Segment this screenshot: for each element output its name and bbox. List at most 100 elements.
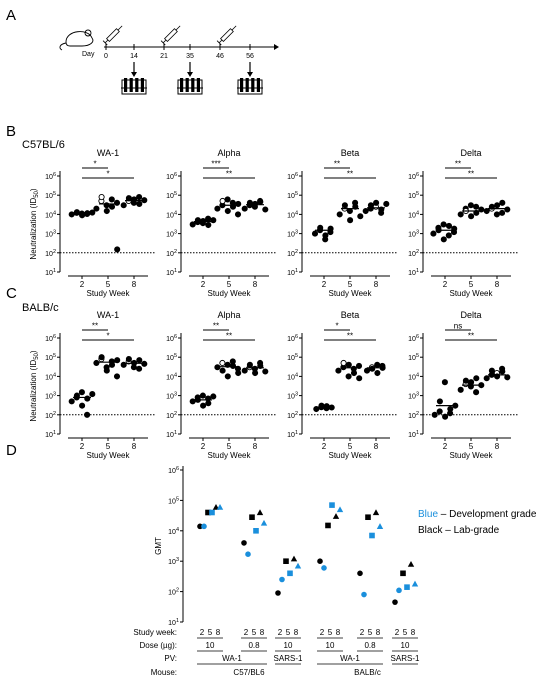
y-tick-exp: 5 (416, 191, 419, 197)
syringe-needle (231, 25, 237, 31)
data-point (499, 199, 506, 206)
gmt-square (369, 532, 375, 539)
data-point (108, 203, 116, 210)
y-tick-exp: 3 (53, 230, 56, 236)
x-axis-label: Study Week (450, 289, 494, 298)
data-point (219, 359, 226, 367)
d-week-label: 5 (328, 628, 333, 637)
data-point (68, 211, 75, 218)
y-tick-exp: 6 (295, 172, 298, 178)
d-y-tick-base: 10 (168, 559, 176, 566)
data-point (457, 211, 464, 218)
gmt-circle (321, 565, 327, 571)
y-tick-label: 104 (45, 210, 56, 219)
y-tick-base: 10 (166, 432, 174, 439)
y-tick-base: 10 (45, 232, 53, 239)
d-y-tick-exp: 5 (176, 496, 179, 502)
y-tick-exp: 2 (53, 249, 56, 255)
data-point (473, 375, 480, 382)
y-tick-exp: 2 (416, 249, 419, 255)
d-row-label-pv: PV: (164, 654, 177, 663)
syringe-body (164, 28, 178, 42)
data-point (131, 196, 138, 203)
y-axis-label-main: Neutralization (ID (29, 360, 38, 422)
gmt-square (400, 570, 406, 577)
gmt-triangle (372, 509, 380, 516)
syringe-body (220, 28, 234, 42)
syringe-handle (160, 40, 166, 46)
y-tick-base: 10 (408, 355, 416, 362)
data-point (430, 230, 437, 237)
syringe-handle (216, 40, 222, 46)
gmt-square (325, 522, 331, 529)
tube (185, 78, 189, 92)
data-point (374, 369, 381, 377)
subplot-title: Beta (341, 310, 360, 320)
x-tick-label: 8 (495, 280, 500, 289)
y-tick-exp: 4 (53, 372, 56, 378)
gmt-square (205, 509, 211, 516)
y-tick-base: 10 (45, 193, 53, 200)
y-tick-base: 10 (166, 232, 174, 239)
data-point (214, 364, 221, 371)
y-tick-label: 106 (287, 172, 298, 181)
data-point (473, 203, 480, 210)
mouse-icon (59, 29, 94, 51)
strain-c-label: BALB/c (22, 302, 59, 314)
y-tick-exp: 4 (174, 372, 177, 378)
y-tick-base: 10 (45, 336, 53, 343)
data-point (252, 369, 259, 377)
data-point (493, 211, 500, 218)
y-tick-exp: 4 (295, 210, 298, 216)
y-tick-label: 105 (45, 353, 56, 362)
syringe-needle (175, 25, 181, 31)
data-point (473, 389, 480, 396)
data-point (241, 205, 248, 212)
y-tick-base: 10 (287, 232, 295, 239)
y-tick-base: 10 (45, 270, 53, 277)
gmt-triangle (336, 506, 344, 513)
timeline-arrowhead (274, 44, 279, 50)
data-point (504, 206, 511, 213)
y-tick-exp: 3 (174, 392, 177, 398)
gmt-triangle (407, 560, 415, 567)
y-tick-base: 10 (408, 193, 416, 200)
y-tick-base: 10 (287, 413, 295, 420)
tube (245, 78, 249, 92)
significance-label: * (93, 160, 96, 169)
y-tick-base: 10 (166, 413, 174, 420)
tube (180, 78, 184, 92)
data-point (483, 207, 490, 215)
gmt-triangle (212, 503, 220, 510)
x-tick-label: 2 (322, 280, 327, 289)
y-tick-label: 102 (408, 411, 419, 420)
x-axis-label: Study Week (450, 451, 494, 460)
y-tick-exp: 2 (174, 249, 177, 255)
data-point (442, 413, 449, 420)
data-point (189, 221, 196, 228)
x-tick-label: 8 (253, 280, 258, 289)
data-point (323, 403, 330, 410)
gmt-circle (245, 551, 251, 557)
y-tick-label: 106 (408, 172, 419, 181)
data-point (357, 213, 364, 220)
data-point (445, 222, 453, 230)
significance-label: ** (213, 322, 219, 331)
x-tick-label: 2 (201, 442, 206, 451)
d-dose-label: 10 (284, 641, 293, 650)
significance-label: * (106, 332, 109, 341)
d-week-label: 2 (278, 628, 283, 637)
x-tick-label: 5 (348, 442, 353, 451)
data-point (98, 194, 105, 201)
data-point (262, 368, 269, 375)
data-point (114, 246, 121, 253)
d-dose-label: 10 (206, 641, 215, 650)
data-point (89, 209, 96, 216)
y-tick-label: 106 (287, 334, 298, 343)
gmt-circle (392, 599, 398, 605)
syringe-body (106, 28, 120, 42)
data-point (68, 398, 75, 405)
data-point (252, 200, 259, 208)
